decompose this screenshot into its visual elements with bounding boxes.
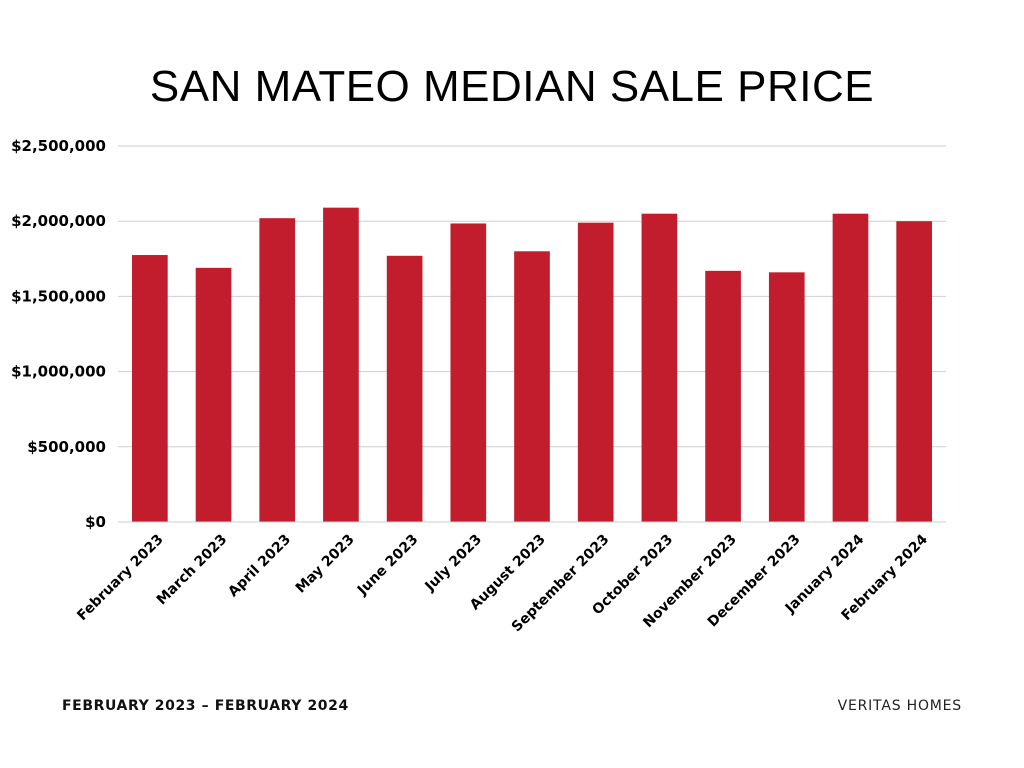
y-tick-label: $500,000 — [27, 438, 106, 456]
x-tick-label: July 2023 — [422, 532, 486, 596]
x-tick-label: February 2023 — [74, 532, 166, 624]
bar — [132, 255, 168, 523]
y-tick-label: $2,500,000 — [11, 137, 106, 155]
bar — [323, 207, 359, 522]
bar — [641, 213, 678, 522]
bar — [195, 267, 232, 522]
y-tick-label: $2,000,000 — [11, 212, 106, 230]
brand-name: VERITAS HOMES — [837, 698, 962, 714]
y-tick-label: $1,000,000 — [11, 363, 106, 381]
bar — [705, 270, 741, 522]
bar — [577, 222, 614, 523]
date-range-caption: FEBRUARY 2023 – FEBRUARY 2024 — [62, 698, 349, 714]
bar — [896, 221, 932, 522]
bar — [514, 251, 550, 522]
y-tick-label: $0 — [85, 513, 106, 531]
bar — [386, 255, 423, 523]
bar — [450, 223, 487, 522]
y-tick-label: $1,500,000 — [11, 287, 106, 305]
bar — [768, 272, 805, 522]
x-tick-label: May 2023 — [293, 532, 358, 597]
x-tick-label: April 2023 — [225, 532, 294, 601]
bar — [259, 218, 296, 522]
x-tick-label: June 2023 — [354, 532, 422, 600]
chart-title: SAN MATEO MEDIAN SALE PRICE — [149, 62, 875, 111]
bar — [832, 213, 869, 522]
